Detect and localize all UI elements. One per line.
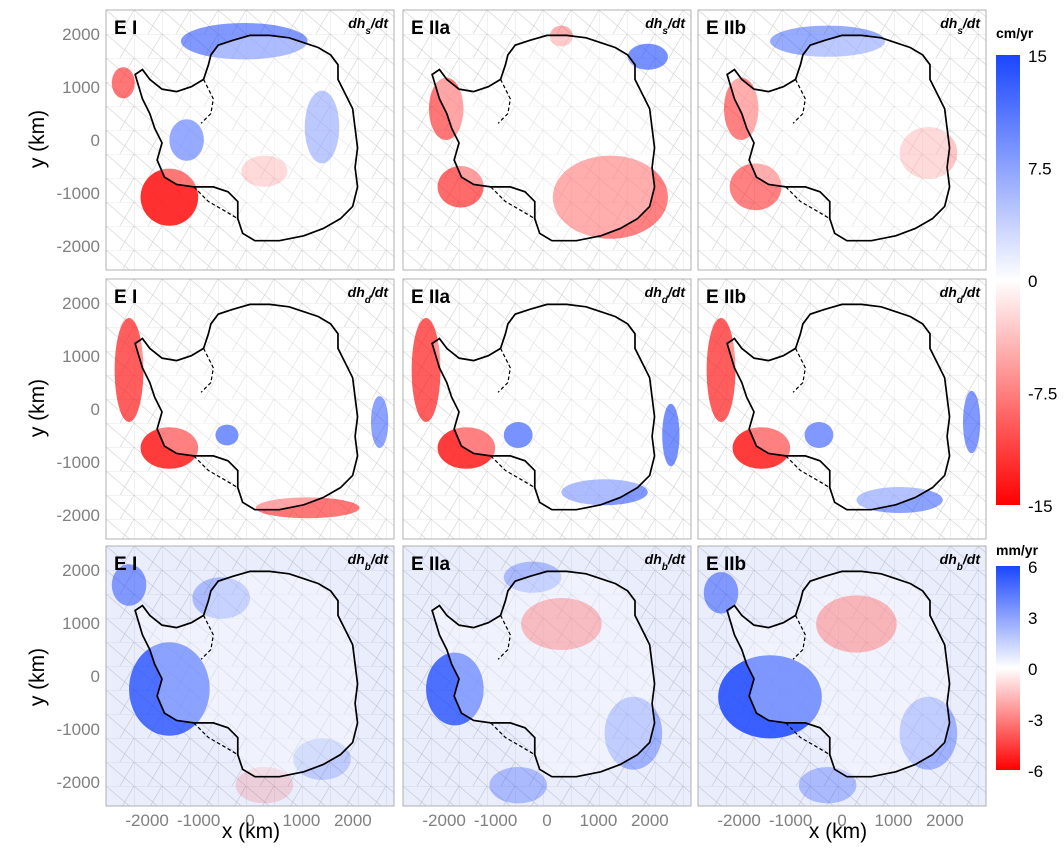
- y-tick-label: -1000: [57, 453, 100, 472]
- colorbar-tick-label: 7.5: [1028, 160, 1052, 179]
- y-tick-label: 0: [91, 131, 100, 150]
- panel-title: E IIb: [706, 554, 746, 575]
- y-axis-title-row-3: y (km): [26, 648, 49, 706]
- panel-r2-c1: E I dhd/dt 2000 1000 0 -1000 -2000: [57, 278, 395, 540]
- colorbar-tick-label: 15: [1028, 47, 1047, 66]
- colorbar-tick-label: 0: [1028, 660, 1037, 679]
- y-tick-label: 0: [91, 667, 100, 686]
- panel-variable: dhd/dt: [645, 284, 687, 306]
- y-tick-label: -2000: [57, 237, 100, 256]
- panel-title: E IIb: [706, 287, 746, 308]
- x-tick-label: 0: [542, 811, 551, 830]
- colorbar-unit: cm/yr: [996, 25, 1034, 41]
- x-tick-label: 1000: [580, 811, 618, 830]
- colorbar-tick-label: -6: [1028, 762, 1043, 781]
- colorbar-tick-label: 6: [1028, 558, 1037, 577]
- panel-variable: dhd/dt: [940, 284, 982, 306]
- x-tick-label: 0: [245, 811, 254, 830]
- x-tick-label: 2000: [631, 811, 669, 830]
- y-axis-title-row-1: y (km): [26, 110, 49, 168]
- colorbar-tick-label: 3: [1028, 609, 1037, 628]
- x-tick-label: 1000: [875, 811, 913, 830]
- panel-r3-c3: E IIb dhb/dt -2000 -1000 0 1000 2000: [697, 545, 987, 830]
- panel-title: E IIa: [411, 554, 451, 575]
- y-tick-label: 1000: [62, 347, 100, 366]
- panel-r2-c2: E IIa dhd/dt: [402, 278, 692, 540]
- y-tick-label: -2000: [57, 773, 100, 792]
- y-tick-label: -1000: [57, 720, 100, 739]
- y-tick-label: -1000: [57, 184, 100, 203]
- x-tick-label: -1000: [177, 811, 220, 830]
- x-tick-label: 1000: [283, 811, 321, 830]
- x-axis-title-col-3: x (km): [809, 820, 867, 843]
- panel-r3-c2: E IIa dhb/dt -2000 -1000 0 1000 2000: [402, 545, 692, 830]
- panel-title: E IIa: [411, 18, 451, 39]
- panel-title: E I: [114, 18, 137, 39]
- x-tick-label: -2000: [717, 811, 760, 830]
- panel-title: E I: [114, 554, 137, 575]
- x-tick-label: 2000: [334, 811, 372, 830]
- x-tick-label: -1000: [474, 811, 517, 830]
- panel-r1-c1: E I dhs/dt 2000 1000 0 -1000 -2000: [57, 9, 395, 271]
- panel-variable: dhs/dt: [940, 15, 981, 37]
- y-tick-label: 0: [91, 400, 100, 419]
- panel-variable: dhb/dt: [940, 551, 982, 573]
- panel-variable: dhs/dt: [348, 15, 389, 37]
- panel-title: E IIa: [411, 287, 451, 308]
- panel-title: E IIb: [706, 18, 746, 39]
- panel-title: E I: [114, 287, 137, 308]
- panel-variable: dhs/dt: [645, 15, 686, 37]
- x-tick-label: -2000: [422, 811, 465, 830]
- y-tick-label: 1000: [62, 78, 100, 97]
- y-tick-label: 2000: [62, 294, 100, 313]
- x-tick-label: 0: [837, 811, 846, 830]
- x-tick-label: -2000: [125, 811, 168, 830]
- x-tick-label: -1000: [769, 811, 812, 830]
- panel-variable: dhb/dt: [348, 551, 390, 573]
- colorbar-tick-label: 0: [1028, 272, 1037, 291]
- x-tick-label: 2000: [926, 811, 964, 830]
- colorbar-tick-label: -7.5: [1028, 385, 1057, 404]
- y-tick-label: 2000: [62, 25, 100, 44]
- panel-variable: dhb/dt: [645, 551, 687, 573]
- colorbar-unit: mm/yr: [996, 542, 1039, 558]
- x-axis-title-col-1: x (km): [222, 820, 280, 843]
- y-tick-label: 1000: [62, 614, 100, 633]
- panel-r1-c2: E IIa dhs/dt: [402, 9, 692, 271]
- colorbar-1: cm/yr 15 7.5 0 -7.5 -15: [996, 25, 1057, 516]
- panel-r2-c3: E IIb dhd/dt: [697, 278, 987, 540]
- y-axis-title-row-2: y (km): [26, 379, 49, 437]
- panel-r3-c1: E I dhb/dt 2000 1000 0 -1000 -2000 -2000 -1000 0 1…: [57, 545, 395, 830]
- y-tick-label: -2000: [57, 506, 100, 525]
- y-tick-label: 2000: [62, 561, 100, 580]
- panel-r1-c3: E IIb dhs/dt: [697, 9, 987, 271]
- colorbar-2: mm/yr6 3 0 -3 -6: [996, 542, 1043, 781]
- colorbar-tick-label: -3: [1028, 711, 1043, 730]
- colorbar-tick-label: -15: [1028, 497, 1053, 516]
- panel-variable: dhd/dt: [348, 284, 390, 306]
